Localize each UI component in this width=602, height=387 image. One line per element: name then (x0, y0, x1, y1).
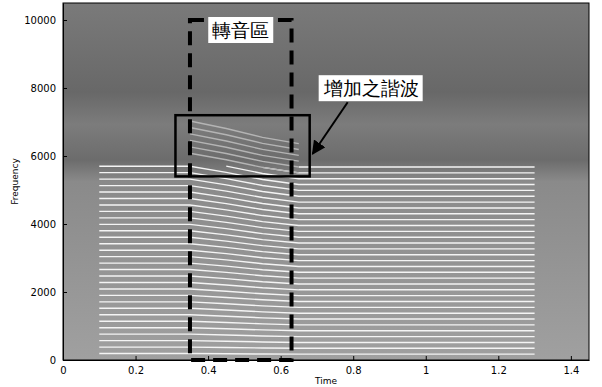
y-tick-mark (63, 292, 67, 293)
annotation-box (190, 20, 292, 360)
plot-background (63, 3, 589, 360)
harmonic-line (263, 167, 535, 172)
x-tick-label: 0.4 (201, 365, 217, 376)
y-tick: 6000 (31, 151, 67, 162)
y-axis-title: Frequency (10, 158, 20, 205)
harmonic-line (99, 192, 534, 208)
annotation-label-background (319, 75, 423, 101)
x-tick-label: 1 (423, 365, 429, 376)
harmonic-line (99, 276, 534, 284)
x-tick-label: 1.4 (563, 365, 579, 376)
harmonic-line (99, 263, 534, 272)
harmonic-line (190, 134, 299, 155)
harmonic-line (190, 140, 299, 161)
y-tick: 4000 (31, 219, 67, 230)
annotation-box (175, 115, 309, 176)
y-tick-label: 4000 (31, 219, 56, 230)
harmonic-line (190, 121, 299, 144)
y-tick-label: 2000 (31, 287, 56, 298)
y-tick: 8000 (31, 83, 67, 94)
harmonic-line (190, 127, 299, 149)
x-tick: 1.2 (491, 356, 507, 376)
plot-frame (63, 3, 589, 360)
x-tick: 1 (423, 356, 429, 376)
harmonic-line (190, 147, 299, 167)
harmonic-line (99, 186, 534, 203)
annotation-label: 增加之諧波 (323, 77, 419, 99)
y-tick-label: 8000 (31, 83, 56, 94)
y-tick-mark (63, 88, 67, 89)
harmonic-line (99, 341, 534, 343)
y-tick-mark (63, 20, 67, 21)
y-tick-label: 6000 (31, 151, 56, 162)
x-tick-label: 0.2 (128, 365, 144, 376)
y-tick-label: 0 (50, 355, 56, 366)
x-tick-mark (136, 356, 137, 360)
x-tick-label: 0.8 (346, 365, 362, 376)
harmonic-line (99, 353, 534, 355)
x-tick-label: 1.2 (491, 365, 507, 376)
annotation-label-background (208, 17, 273, 43)
y-axis-line (63, 4, 64, 361)
x-tick-mark (208, 356, 209, 360)
plot-area (99, 121, 534, 354)
y-tick-mark (63, 224, 67, 225)
harmonic-line (99, 205, 534, 220)
x-tick-mark (353, 356, 354, 360)
y-tick-mark (63, 156, 67, 157)
harmonic-line (99, 315, 534, 319)
harmonic-line (99, 334, 534, 336)
chart: 0 0.2 0.4 0.6 0.8 1 1.2 1.4 0 2000 4000 6000 8000 100… (0, 0, 602, 387)
annotation-arrow (313, 102, 348, 154)
y-axis: 0 2000 4000 6000 8000 10000 (24, 4, 67, 366)
x-tick-label: 0 (60, 365, 66, 376)
harmonic-line (99, 166, 534, 184)
harmonic-line (190, 153, 299, 173)
x-tick: 1.4 (563, 356, 579, 376)
harmonic-line (99, 257, 534, 267)
y-tick: 10000 (24, 15, 67, 26)
harmonic-line (99, 347, 534, 348)
harmonic-line (99, 321, 534, 325)
harmonic-line (299, 166, 535, 167)
harmonic-line (99, 199, 534, 214)
x-tick-mark (426, 356, 427, 360)
y-tick-label: 10000 (24, 15, 56, 26)
x-axis: 0 0.2 0.4 0.6 0.8 1 1.2 1.4 (60, 356, 589, 376)
y-tick-mark (63, 360, 67, 361)
x-axis-title: Time (314, 376, 337, 386)
x-tick-mark (498, 356, 499, 360)
x-tick: 0.8 (346, 356, 362, 376)
x-tick-label: 0.6 (273, 365, 289, 376)
y-tick: 2000 (31, 287, 67, 298)
x-tick: 0.2 (128, 356, 144, 376)
harmonic-line (99, 179, 534, 196)
harmonic-line (99, 308, 534, 313)
x-tick-mark (571, 356, 572, 360)
annotation-label-group: 轉音區 (208, 17, 273, 43)
harmonic-line (99, 173, 534, 191)
x-axis-line (64, 360, 590, 361)
annotation-label-group: 增加之諧波 (319, 75, 423, 101)
harmonic-line (99, 270, 534, 279)
harmonic-line (99, 328, 534, 331)
y-tick: 0 (50, 355, 67, 366)
harmonic-line (99, 302, 534, 308)
annotation-label: 轉音區 (212, 19, 269, 41)
